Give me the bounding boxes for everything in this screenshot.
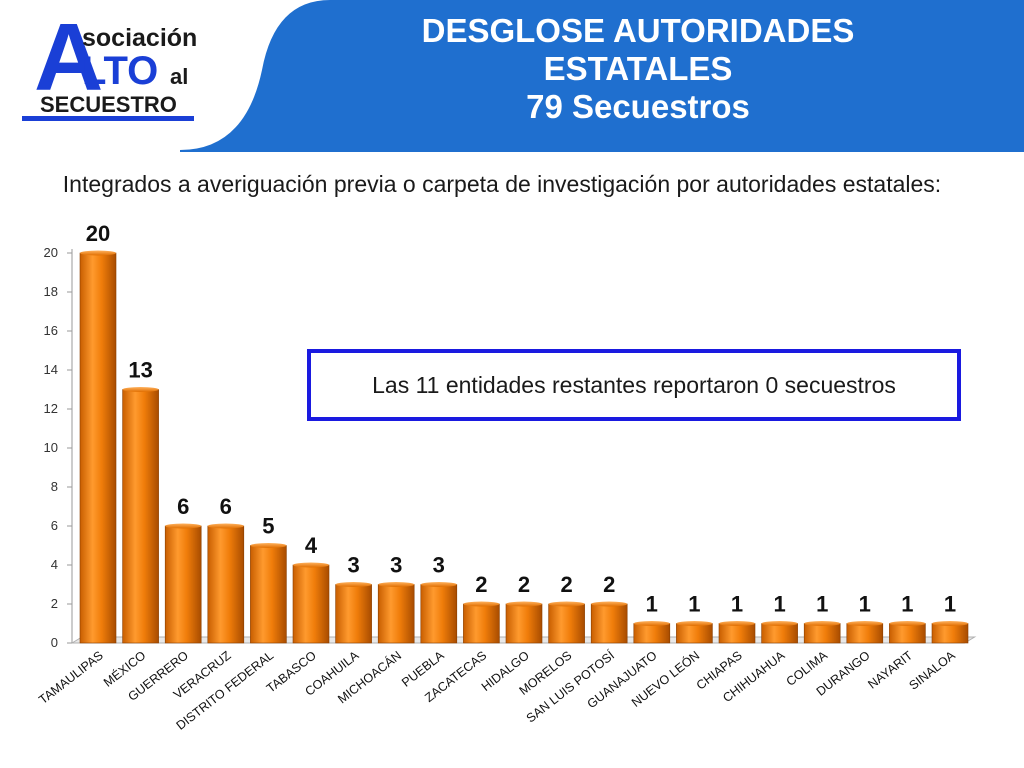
chart-labels: 20TAMAULIPAS13MÉXICO6GUERRERO6VERACRUZ5D… — [36, 221, 958, 733]
bar-top — [633, 621, 670, 626]
data-label: 2 — [518, 572, 530, 597]
bar-top — [165, 523, 202, 529]
data-label: 13 — [128, 358, 152, 383]
bar — [335, 584, 372, 644]
note-box: Las 11 entidades restantes reportaron 0 … — [307, 349, 961, 421]
logo-line2-small: al — [170, 64, 188, 89]
bar — [718, 623, 756, 644]
bar — [377, 584, 415, 644]
data-label: 1 — [944, 592, 956, 617]
y-tick-label: 6 — [51, 518, 58, 533]
x-tick-label: SINALOA — [907, 648, 959, 693]
title-line-2: ESTATALES — [543, 50, 733, 87]
y-tick-label: 4 — [51, 557, 58, 572]
data-label: 1 — [901, 592, 913, 617]
bar-top — [335, 582, 372, 587]
bar-top — [676, 621, 713, 626]
data-label: 20 — [86, 221, 110, 246]
bar — [931, 623, 969, 644]
bar-top — [293, 562, 329, 568]
data-label: 1 — [731, 592, 743, 617]
bar-top — [122, 387, 159, 392]
data-label: 3 — [390, 553, 402, 578]
y-tick-label: 8 — [51, 479, 58, 494]
bar-top — [719, 621, 755, 626]
data-label: 3 — [347, 553, 359, 578]
bar — [164, 525, 202, 644]
logo-letter-a: A — [34, 8, 103, 111]
logo: A sociación LTO al SECUESTRO — [22, 8, 197, 121]
chart-bars — [79, 250, 969, 644]
title-line-1: DESGLOSE AUTORIDADES — [421, 12, 855, 49]
data-label: 5 — [262, 514, 274, 539]
bar-top — [207, 523, 244, 529]
y-tick-label: 2 — [51, 596, 58, 611]
data-label: 3 — [433, 553, 445, 578]
bar — [676, 623, 713, 644]
y-tick-label: 16 — [44, 323, 58, 338]
y-tick-label: 14 — [44, 362, 58, 377]
bar-top — [846, 621, 883, 626]
title-line-3: 79 Secuestros — [526, 88, 750, 125]
data-label: 1 — [773, 592, 785, 617]
logo-line3: SECUESTRO — [40, 92, 177, 117]
bar — [79, 252, 117, 644]
bar — [846, 623, 884, 644]
data-label: 6 — [220, 494, 232, 519]
bar-top — [463, 601, 500, 607]
data-label: 4 — [305, 533, 318, 558]
data-label: 2 — [475, 572, 487, 597]
subtitle: Integrados a averiguación previa o carpe… — [62, 171, 942, 197]
bar — [420, 584, 458, 644]
data-label: 1 — [816, 592, 828, 617]
bar-top — [80, 250, 116, 256]
bar-top — [761, 621, 798, 626]
y-tick-label: 20 — [44, 245, 58, 260]
y-tick-label: 0 — [51, 635, 58, 650]
bar-top — [804, 621, 841, 626]
data-label: 2 — [603, 572, 615, 597]
bar — [122, 389, 159, 644]
bar — [889, 623, 926, 644]
bar — [207, 525, 245, 644]
bar-top — [889, 621, 926, 626]
bar — [463, 603, 500, 644]
bar-top — [420, 582, 457, 587]
y-tick-label: 10 — [44, 440, 58, 455]
data-label: 2 — [560, 572, 572, 597]
bar-top — [378, 582, 415, 587]
data-label: 1 — [646, 592, 658, 617]
data-label: 1 — [859, 592, 871, 617]
note-text: Las 11 entidades restantes reportaron 0 … — [372, 371, 896, 398]
logo-line2: LTO — [82, 49, 158, 93]
y-tick-label: 12 — [44, 401, 58, 416]
logo-line1: sociación — [82, 24, 197, 52]
y-tick-label: 18 — [44, 284, 58, 299]
data-label: 1 — [688, 592, 700, 617]
bar-top — [506, 601, 542, 607]
bar-top — [548, 601, 585, 607]
bar-top — [932, 621, 968, 626]
bar-top — [591, 601, 628, 607]
x-tick-label: TAMAULIPAS — [36, 648, 106, 707]
logo-underline — [22, 116, 194, 121]
bar-top — [250, 543, 287, 548]
page-title: DESGLOSE AUTORIDADES ESTATALES 79 Secues… — [300, 12, 976, 126]
bar — [590, 603, 628, 644]
bar — [292, 564, 330, 644]
bar — [633, 623, 671, 644]
data-label: 6 — [177, 494, 189, 519]
bar — [761, 623, 798, 644]
bar — [250, 545, 287, 644]
bar — [548, 603, 585, 644]
bar — [803, 623, 841, 644]
bar — [505, 603, 543, 644]
